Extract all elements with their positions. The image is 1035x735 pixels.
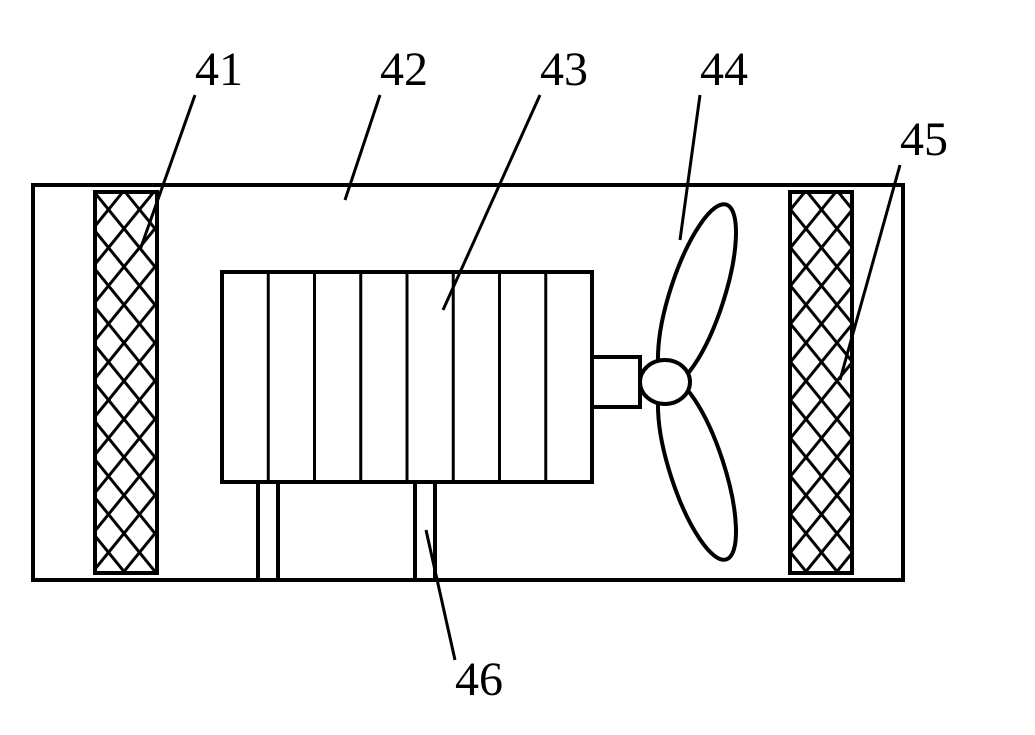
pump-supports: [258, 482, 435, 578]
leader-46: [426, 530, 455, 660]
label-43: 43: [540, 43, 588, 96]
filter-left: [95, 192, 157, 573]
leader-41: [140, 95, 195, 250]
fan-assembly: [592, 196, 752, 567]
label-44: 44: [700, 43, 748, 96]
label-46: 46: [455, 653, 503, 706]
fan-hub: [640, 360, 690, 404]
label-41: 41: [195, 43, 243, 96]
label-45: 45: [900, 113, 948, 166]
label-42: 42: [380, 43, 428, 96]
filter-right: [790, 192, 852, 573]
leader-44: [680, 95, 700, 240]
pump-body: [222, 272, 592, 482]
